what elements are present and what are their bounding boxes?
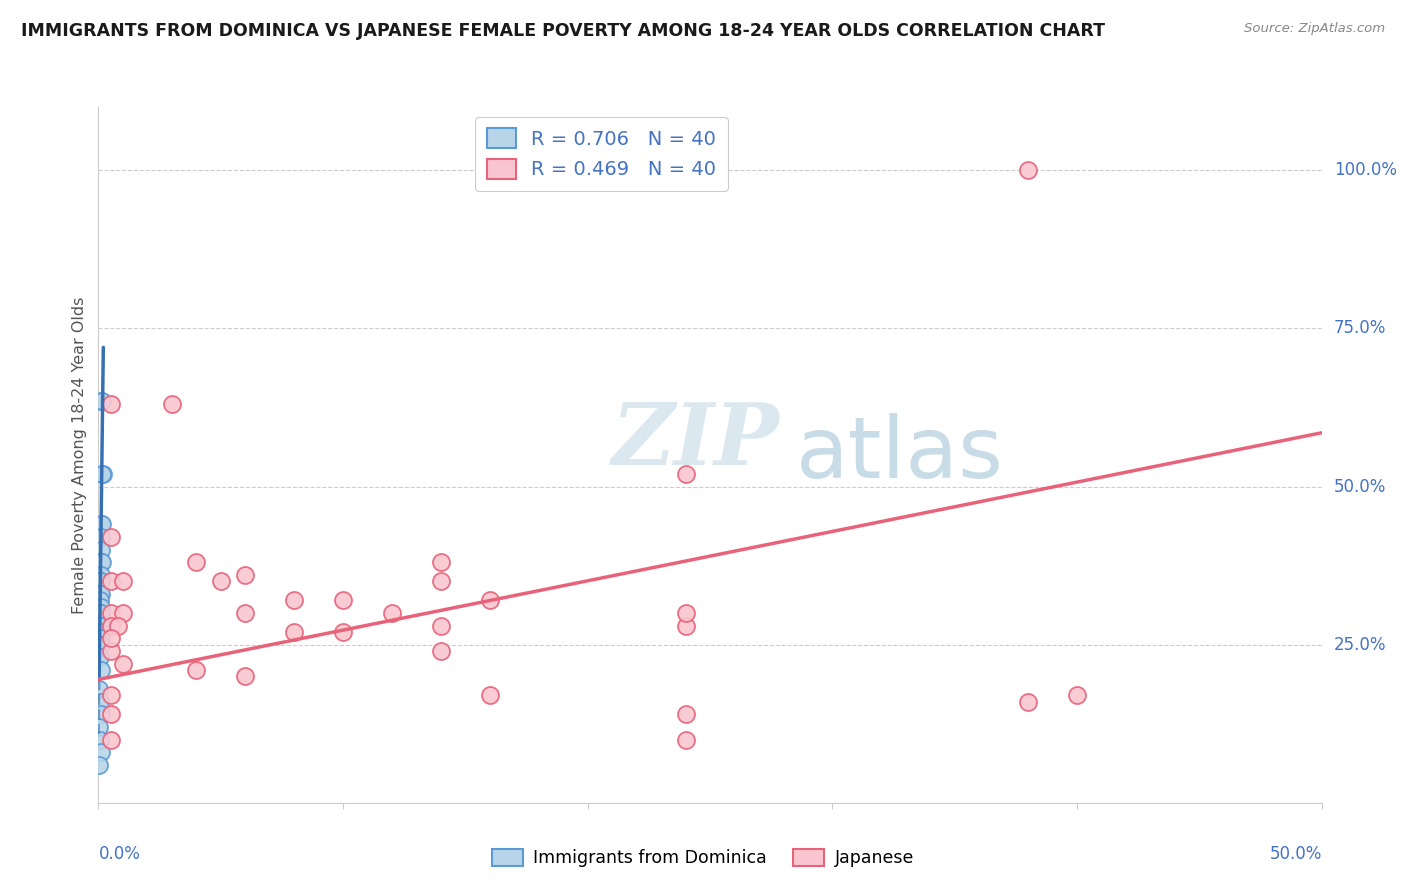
Point — [89, 695, 111, 709]
Point — [233, 606, 256, 620]
Point — [89, 618, 111, 632]
Point — [89, 587, 111, 601]
Point — [90, 707, 112, 722]
Point — [100, 618, 122, 632]
Point — [89, 720, 111, 734]
Point — [89, 574, 111, 589]
Point — [186, 556, 208, 570]
Point — [89, 625, 111, 640]
Point — [90, 638, 112, 652]
Point — [186, 663, 208, 677]
Point — [111, 574, 134, 589]
Point — [111, 606, 134, 620]
Point — [89, 681, 111, 696]
Point — [1066, 688, 1088, 702]
Point — [90, 556, 112, 570]
Point — [91, 556, 114, 570]
Point — [89, 650, 111, 665]
Text: 25.0%: 25.0% — [1334, 636, 1386, 654]
Point — [90, 394, 112, 409]
Point — [675, 467, 697, 481]
Point — [89, 732, 111, 747]
Text: 75.0%: 75.0% — [1334, 319, 1386, 337]
Point — [91, 467, 114, 481]
Text: 100.0%: 100.0% — [1334, 161, 1398, 179]
Point — [478, 593, 501, 607]
Point — [283, 625, 305, 640]
Point — [675, 618, 697, 632]
Point — [100, 632, 122, 646]
Point — [90, 542, 112, 557]
Point — [89, 650, 111, 665]
Point — [209, 574, 232, 589]
Point — [89, 625, 111, 640]
Text: 50.0%: 50.0% — [1334, 477, 1386, 496]
Legend: Immigrants from Dominica, Japanese: Immigrants from Dominica, Japanese — [485, 842, 921, 874]
Point — [160, 397, 183, 411]
Point — [91, 467, 114, 481]
Point — [100, 397, 122, 411]
Point — [107, 618, 129, 632]
Point — [89, 757, 111, 772]
Point — [90, 530, 112, 544]
Legend: R = 0.706   N = 40, R = 0.469   N = 40: R = 0.706 N = 40, R = 0.469 N = 40 — [475, 117, 728, 191]
Y-axis label: Female Poverty Among 18-24 Year Olds: Female Poverty Among 18-24 Year Olds — [72, 296, 87, 614]
Point — [381, 606, 404, 620]
Point — [90, 745, 112, 759]
Point — [1017, 163, 1039, 178]
Point — [89, 606, 111, 620]
Point — [90, 599, 112, 614]
Text: atlas: atlas — [796, 413, 1004, 497]
Point — [89, 606, 111, 620]
Point — [675, 732, 697, 747]
Point — [100, 606, 122, 620]
Point — [90, 606, 112, 620]
Point — [430, 574, 453, 589]
Text: 50.0%: 50.0% — [1270, 845, 1322, 863]
Point — [430, 556, 453, 570]
Point — [91, 517, 114, 532]
Point — [90, 574, 112, 589]
Point — [430, 618, 453, 632]
Point — [332, 625, 354, 640]
Point — [111, 657, 134, 671]
Point — [430, 644, 453, 658]
Point — [90, 663, 112, 677]
Point — [100, 707, 122, 722]
Text: Source: ZipAtlas.com: Source: ZipAtlas.com — [1244, 22, 1385, 36]
Point — [1017, 695, 1039, 709]
Point — [233, 669, 256, 683]
Point — [89, 618, 111, 632]
Point — [89, 593, 111, 607]
Point — [283, 593, 305, 607]
Point — [478, 688, 501, 702]
Point — [91, 394, 114, 409]
Point — [100, 530, 122, 544]
Point — [332, 593, 354, 607]
Point — [675, 606, 697, 620]
Point — [90, 618, 112, 632]
Point — [100, 574, 122, 589]
Point — [675, 707, 697, 722]
Point — [89, 638, 111, 652]
Point — [100, 644, 122, 658]
Point — [90, 587, 112, 601]
Point — [90, 568, 112, 582]
Point — [100, 732, 122, 747]
Text: ZIP: ZIP — [612, 400, 780, 483]
Point — [233, 568, 256, 582]
Point — [100, 688, 122, 702]
Text: 0.0%: 0.0% — [98, 845, 141, 863]
Text: IMMIGRANTS FROM DOMINICA VS JAPANESE FEMALE POVERTY AMONG 18-24 YEAR OLDS CORREL: IMMIGRANTS FROM DOMINICA VS JAPANESE FEM… — [21, 22, 1105, 40]
Point — [90, 632, 112, 646]
Point — [90, 517, 112, 532]
Point — [89, 556, 111, 570]
Point — [89, 638, 111, 652]
